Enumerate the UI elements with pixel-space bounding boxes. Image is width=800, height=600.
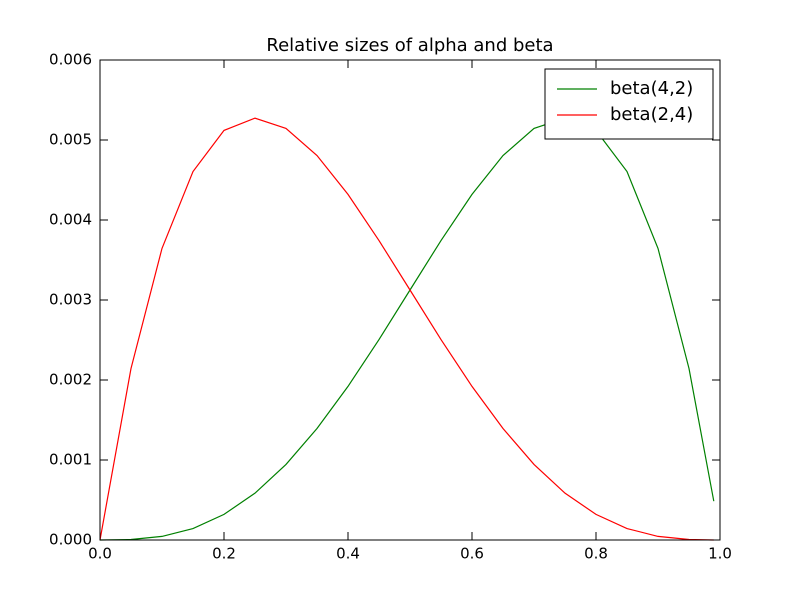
x-tick-label: 0.8 [584,545,608,563]
x-tick-label: 0.6 [460,545,484,563]
y-tick-label: 0.000 [49,531,92,549]
x-tick-label: 0.2 [212,545,236,563]
y-tick-label: 0.005 [49,131,92,149]
y-tick-label: 0.003 [49,291,92,309]
x-tick-label: 0.4 [336,545,360,563]
line-series [99,117,714,541]
legend-box [544,68,714,140]
plot-frame [99,59,721,541]
y-tick-label: 0.004 [49,211,92,229]
legend-label: beta(2,4) [610,104,693,125]
chart-title: Relative sizes of alpha and beta [266,35,553,56]
x-tick-label: 1.0 [708,545,732,563]
x-tick-label: 0.0 [88,545,112,563]
y-tick-label: 0.001 [49,451,92,469]
y-tick-label: 0.006 [49,51,92,69]
legend-label: beta(4,2) [610,78,693,99]
y-tick-label: 0.002 [49,371,92,389]
